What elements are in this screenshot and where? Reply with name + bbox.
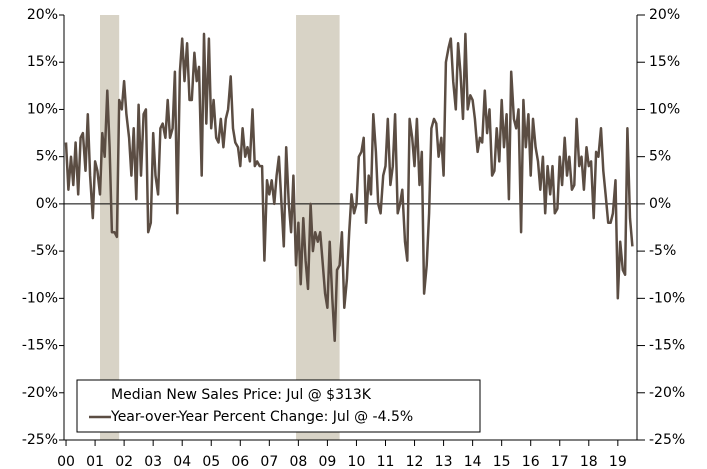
y-tick-label: 5% [36, 149, 58, 165]
recession-shade [100, 15, 120, 440]
y2-tick-label: 20% [649, 7, 680, 23]
legend-label: Year-over-Year Percent Change: Jul @ -4.… [110, 409, 413, 425]
legend-box [76, 379, 481, 433]
y-tick-label: -5% [31, 243, 58, 259]
y-tick-label: 0% [36, 196, 58, 212]
x-tick-label: 09 [318, 454, 336, 469]
y-tick-label: 15% [27, 54, 58, 70]
x-tick-label: 02 [115, 454, 133, 469]
y-tick-label: -20% [22, 385, 58, 401]
y2-tick-label: 10% [649, 101, 680, 117]
y-tick-label: -10% [22, 290, 58, 306]
y-tick-label: -15% [22, 338, 58, 354]
x-tick-label: 01 [86, 454, 104, 469]
x-tick-label: 10 [348, 454, 366, 469]
x-tick-label: 14 [464, 454, 482, 469]
x-tick-label: 06 [231, 454, 249, 469]
x-tick-label: 12 [406, 454, 424, 469]
y2-tick-label: 0% [649, 196, 671, 212]
y-tick-label: 20% [27, 7, 58, 23]
y2-tick-label: -20% [649, 385, 685, 401]
y2-tick-label: 5% [649, 149, 671, 165]
x-tick-label: 15 [493, 454, 511, 469]
x-tick-label: 17 [551, 454, 569, 469]
y2-tick-label: -25% [649, 432, 685, 448]
x-tick-label: 05 [202, 454, 220, 469]
x-tick-label: 19 [609, 454, 627, 469]
y2-tick-label: -15% [649, 338, 685, 354]
x-tick-label: 07 [260, 454, 278, 469]
legend-label: Median New Sales Price: Jul @ $313K [111, 387, 372, 403]
series-line [64, 32, 634, 343]
x-tick-label: 08 [289, 454, 307, 469]
x-tick-label: 11 [377, 454, 395, 469]
y2-tick-label: -5% [649, 243, 676, 259]
y2-tick-label: -10% [649, 290, 685, 306]
y2-tick-label: 15% [649, 54, 680, 70]
x-tick-label: 00 [57, 454, 75, 469]
x-tick-label: 03 [144, 454, 162, 469]
x-tick-label: 18 [580, 454, 598, 469]
x-tick-label: 04 [173, 454, 191, 469]
x-tick-label: 13 [435, 454, 453, 469]
x-tick-label: 16 [522, 454, 540, 469]
y-tick-label: -25% [22, 432, 58, 448]
y-tick-label: 10% [27, 101, 58, 117]
